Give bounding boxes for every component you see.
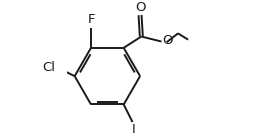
Text: F: F <box>87 13 95 26</box>
Text: O: O <box>162 34 173 47</box>
Text: Cl: Cl <box>42 61 55 74</box>
Text: I: I <box>132 123 136 136</box>
Text: O: O <box>135 1 145 14</box>
